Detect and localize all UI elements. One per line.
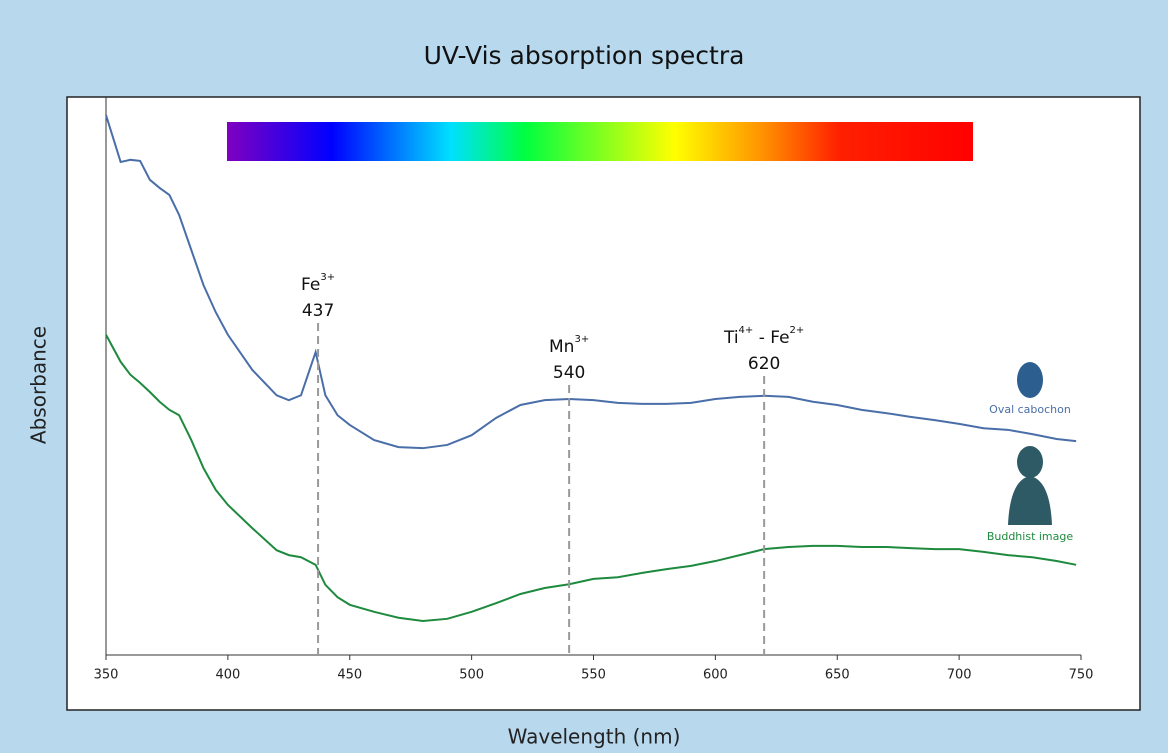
series-line bbox=[105, 334, 1077, 622]
ion-charge: 4+ bbox=[739, 325, 754, 336]
x-tick-label: 600 bbox=[703, 668, 728, 683]
ion-charge: 3+ bbox=[574, 334, 589, 345]
ion-symbol: Ti bbox=[723, 328, 739, 348]
series-line bbox=[105, 114, 1077, 450]
annotation-ion: Ti4+ - Fe2+ bbox=[723, 325, 804, 348]
annotation-ion: Mn3+ bbox=[549, 334, 589, 357]
ion-symbol: Fe bbox=[301, 275, 320, 295]
annotation-wavelength: 540 bbox=[553, 363, 585, 383]
annotation-wavelength: 437 bbox=[302, 301, 334, 321]
ion-charge: 3+ bbox=[320, 272, 335, 283]
x-tick-label: 500 bbox=[459, 668, 484, 683]
cabochon-icon bbox=[1017, 362, 1043, 398]
plot-panel bbox=[66, 96, 1141, 711]
x-axis-label: Wavelength (nm) bbox=[508, 725, 681, 749]
x-tick-label: 400 bbox=[215, 668, 240, 683]
annotation-wavelength: 620 bbox=[748, 354, 780, 374]
ion-symbol: - Fe bbox=[753, 328, 789, 348]
annotation-ion: Fe3+ bbox=[301, 272, 335, 295]
legend-label: Buddhist image bbox=[987, 530, 1074, 543]
ion-symbol: Mn bbox=[549, 337, 574, 357]
x-tick-label: 350 bbox=[94, 668, 119, 683]
legend-label: Oval cabochon bbox=[989, 403, 1071, 416]
x-tick-label: 450 bbox=[337, 668, 362, 683]
buddha-icon bbox=[1008, 446, 1052, 525]
x-tick-label: 550 bbox=[581, 668, 606, 683]
spectrum-bar bbox=[227, 122, 973, 161]
x-tick-label: 650 bbox=[825, 668, 850, 683]
x-tick-label: 700 bbox=[947, 668, 972, 683]
chart-title: UV-Vis absorption spectra bbox=[424, 41, 745, 70]
y-axis-label: Absorbance bbox=[27, 326, 51, 444]
ion-charge: 2+ bbox=[790, 325, 805, 336]
x-tick-label: 750 bbox=[1069, 668, 1094, 683]
